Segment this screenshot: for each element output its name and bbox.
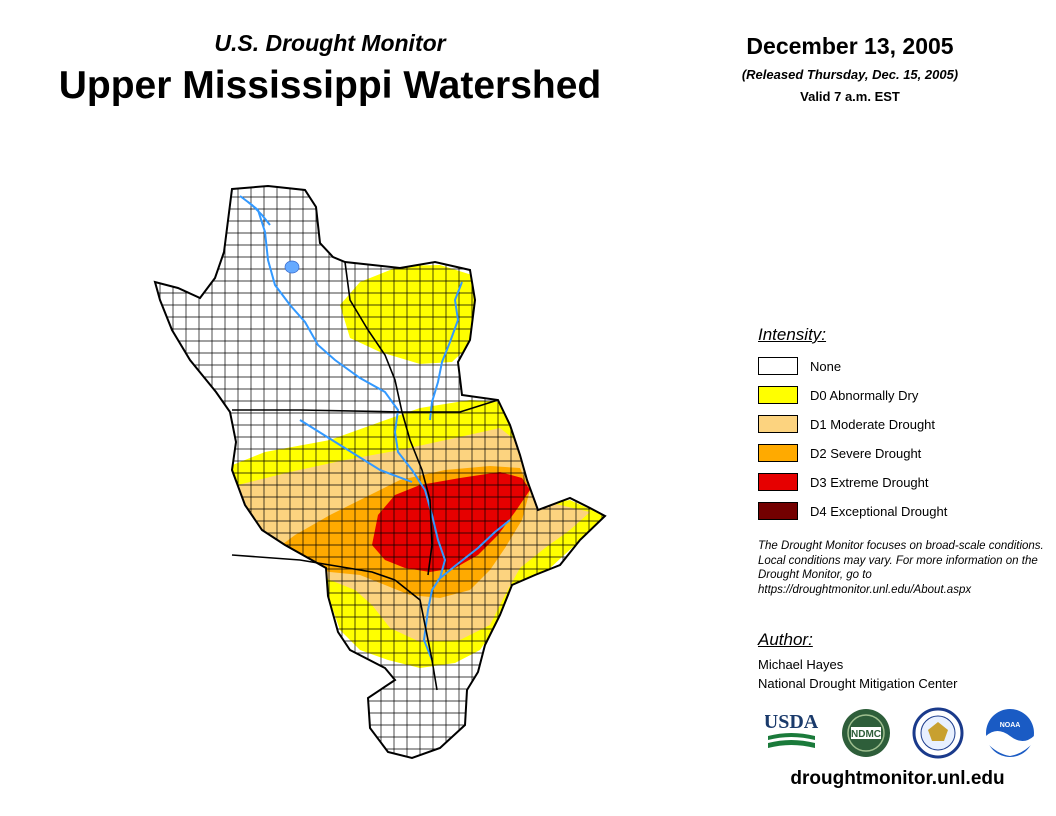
usda-logo-text: USDA <box>765 711 819 733</box>
noaa-logo-text: NOAA <box>1000 722 1021 729</box>
map-date: December 13, 2005 <box>746 33 954 59</box>
author-name: Michael Hayes <box>758 657 844 672</box>
lake-red <box>284 260 300 274</box>
partner-logos: USDA NDMC NOAA <box>765 707 1034 759</box>
illinois-river <box>437 519 511 581</box>
ndmc-logo-text: NDMC <box>851 729 881 740</box>
legend-item: D4 Exceptional Drought <box>758 500 947 522</box>
wisconsin-tributary <box>429 281 463 421</box>
watershed-outline <box>153 184 607 760</box>
legend-swatch <box>758 357 798 375</box>
state-boundary-mn-wi <box>344 261 403 413</box>
valid-time: Valid 7 a.m. EST <box>800 89 900 104</box>
disclaimer-note: The Drought Monitor focuses on broad-sca… <box>758 540 1044 596</box>
legend-item: D1 Moderate Drought <box>758 413 935 435</box>
minnesota-river <box>239 195 271 226</box>
legend-item: D0 Abnormally Dry <box>758 384 918 406</box>
release-date: (Released Thursday, Dec. 15, 2005) <box>741 67 959 82</box>
state-boundary-il-mo <box>394 579 438 691</box>
legend-swatch <box>758 502 798 520</box>
legend-item: None <box>758 355 841 377</box>
state-boundary-ia-il <box>401 411 433 576</box>
author-organization: National Drought Mitigation Center <box>758 676 958 691</box>
legend-label: D2 Severe Drought <box>810 445 922 461</box>
watershed-map <box>153 184 607 760</box>
legend-item: D2 Severe Drought <box>758 442 921 464</box>
iowa-tributary <box>299 419 413 483</box>
ndmc-logo: NDMC <box>842 709 890 757</box>
legend-heading: Intensity: <box>758 325 827 344</box>
website-link[interactable]: droughtmonitor.unl.edu <box>790 768 1005 789</box>
legend-label: D0 Abnormally Dry <box>810 387 919 403</box>
legend-swatch <box>758 386 798 404</box>
author-heading: Author: <box>758 630 813 649</box>
state-boundary-mn-ia <box>232 409 403 413</box>
legend-item: D3 Extreme Drought <box>758 471 929 493</box>
legend-swatch <box>758 473 798 491</box>
legend-label: D4 Exceptional Drought <box>810 503 948 519</box>
legend-label: D1 Moderate Drought <box>810 416 936 432</box>
legend-swatch <box>758 415 798 433</box>
legend-swatch <box>758 444 798 462</box>
commerce-seal-icon <box>912 707 964 759</box>
map-title: Upper Mississippi Watershed <box>58 64 602 107</box>
map-subtitle: U.S. Drought Monitor <box>214 30 446 56</box>
state-boundary-ia-mo <box>231 554 396 581</box>
state-boundary-il-wi <box>402 399 499 413</box>
usda-logo: USDA <box>765 711 819 748</box>
noaa-logo: NOAA <box>986 709 1034 757</box>
legend-label: None <box>810 358 842 374</box>
legend-label: D3 Extreme Drought <box>810 474 929 490</box>
